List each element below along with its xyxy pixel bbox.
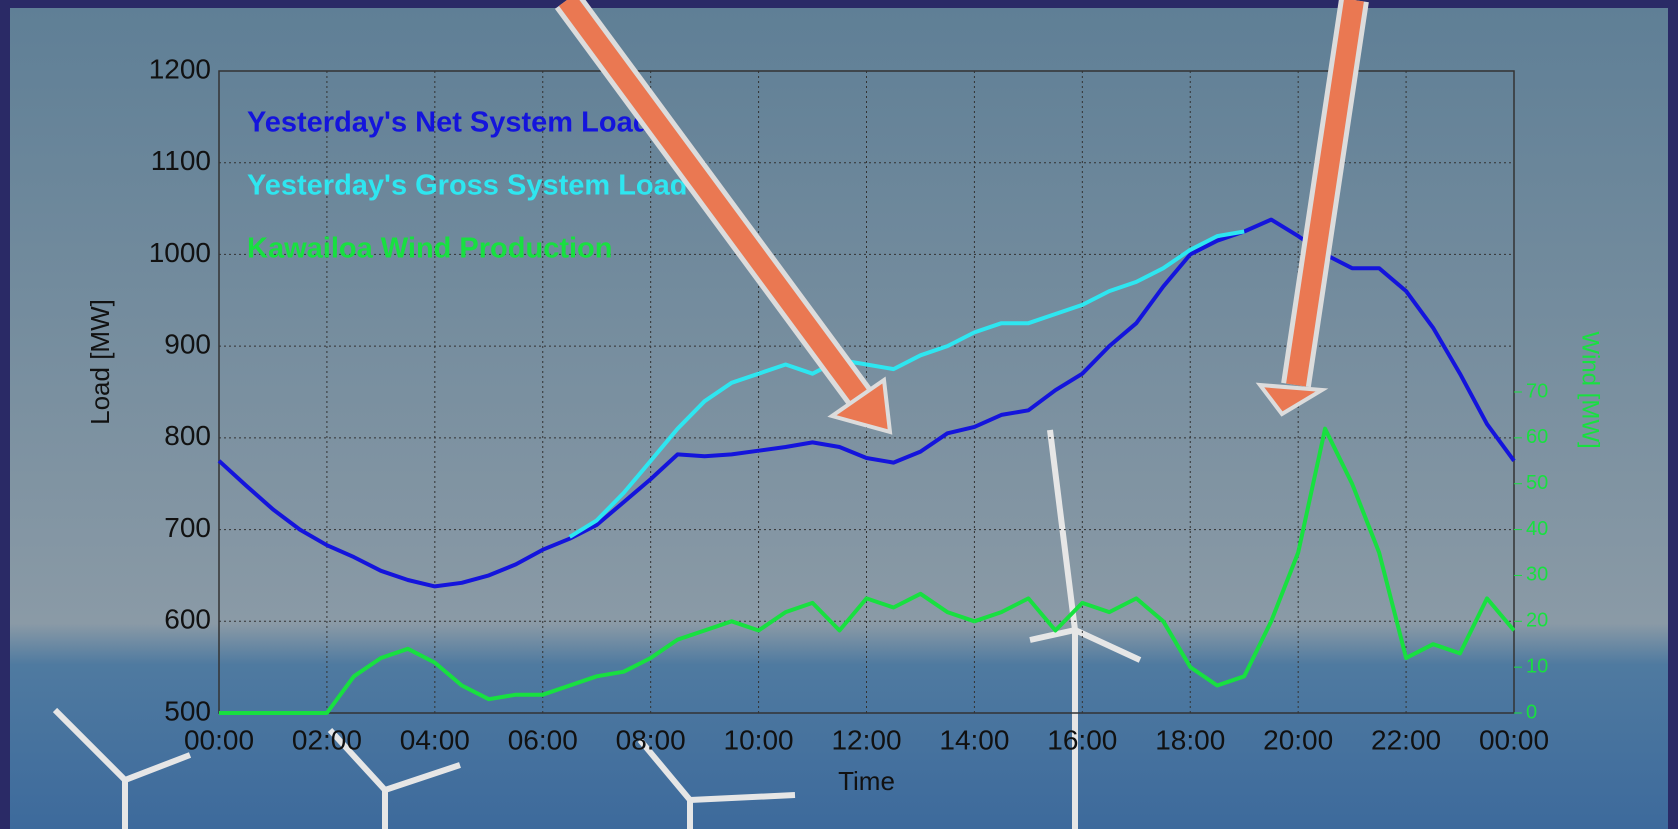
y2-tick-label: 40: [1526, 518, 1548, 540]
y-axis-label: Load [MW]: [85, 299, 115, 425]
y-tick-label: 700: [164, 512, 211, 543]
arrows: [554, 0, 1369, 435]
turbines: [52, 429, 1142, 829]
x-tick-label: 06:00: [508, 724, 578, 755]
plot: 00:00 02:00 04:00 06:00 08:00 10:00 12:00 14:00…: [85, 53, 1604, 795]
series-line: [219, 426, 1516, 715]
series-line: [568, 229, 1245, 539]
y2-tick-label: 70: [1526, 380, 1548, 402]
y2-tick-label: 20: [1526, 610, 1548, 632]
x-tick-label: 20:00: [1263, 724, 1333, 755]
x-tick-label: 14:00: [939, 724, 1009, 755]
x-tick-label: 04:00: [400, 724, 470, 755]
y2-tick-label: 50: [1526, 472, 1548, 494]
y2-tick-label: 0: [1526, 701, 1537, 723]
x-tick-label: 08:00: [616, 724, 686, 755]
x-tick-label: 12:00: [831, 724, 901, 755]
y-tick-label: 500: [164, 695, 211, 726]
legend-label: Yesterday's Net System Load: [247, 107, 650, 139]
y-tick-label: 1100: [151, 145, 211, 176]
x-tick-label: 02:00: [292, 724, 362, 755]
legend-label: Yesterday's Gross System Load: [247, 170, 688, 202]
y-tick-label: 600: [164, 604, 211, 635]
legend-label: Kawailoa Wind Production: [247, 233, 612, 265]
y2-tick-label: 10: [1526, 655, 1548, 677]
y2-tick-label: 60: [1526, 426, 1548, 448]
x-tick-label: 10:00: [724, 724, 794, 755]
y-tick-label: 900: [164, 329, 211, 360]
x-tick-label: 00:00: [184, 724, 254, 755]
y-tick-label: 1000: [149, 237, 211, 268]
x-axis-label: Time: [838, 766, 895, 796]
x-tick-label: 16:00: [1047, 724, 1117, 755]
x-tick-label: 22:00: [1371, 724, 1441, 755]
y2-tick-label: 30: [1526, 564, 1548, 586]
y-tick-label: 800: [164, 420, 211, 451]
series-line: [217, 217, 1516, 589]
x-tick-label: 18:00: [1155, 724, 1225, 755]
x-tick-label: 00:00: [1479, 724, 1549, 755]
y-tick-label: 1200: [149, 53, 211, 84]
y2-axis-label: Wind [MW]: [1577, 331, 1604, 448]
